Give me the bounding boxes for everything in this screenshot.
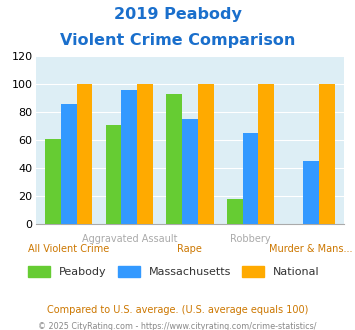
Bar bbox=[166, 94, 182, 224]
Bar bbox=[137, 84, 153, 224]
Bar bbox=[182, 119, 198, 224]
Text: All Violent Crime: All Violent Crime bbox=[28, 244, 109, 254]
Text: Murder & Mans...: Murder & Mans... bbox=[269, 244, 353, 254]
Bar bbox=[45, 139, 61, 224]
Bar bbox=[106, 125, 121, 224]
Bar bbox=[303, 161, 319, 224]
Bar bbox=[227, 199, 242, 224]
Legend: Peabody, Massachusetts, National: Peabody, Massachusetts, National bbox=[23, 262, 324, 281]
Text: Compared to U.S. average. (U.S. average equals 100): Compared to U.S. average. (U.S. average … bbox=[47, 305, 308, 315]
Bar bbox=[242, 133, 258, 224]
Bar bbox=[258, 84, 274, 224]
Bar bbox=[319, 84, 335, 224]
Text: Robbery: Robbery bbox=[230, 234, 271, 244]
Text: Violent Crime Comparison: Violent Crime Comparison bbox=[60, 33, 295, 48]
Bar bbox=[198, 84, 214, 224]
Text: Aggravated Assault: Aggravated Assault bbox=[82, 234, 177, 244]
Bar bbox=[61, 104, 77, 224]
Text: © 2025 CityRating.com - https://www.cityrating.com/crime-statistics/: © 2025 CityRating.com - https://www.city… bbox=[38, 322, 317, 330]
Bar bbox=[121, 90, 137, 224]
Bar bbox=[77, 84, 92, 224]
Text: 2019 Peabody: 2019 Peabody bbox=[114, 7, 241, 21]
Text: Rape: Rape bbox=[178, 244, 202, 254]
